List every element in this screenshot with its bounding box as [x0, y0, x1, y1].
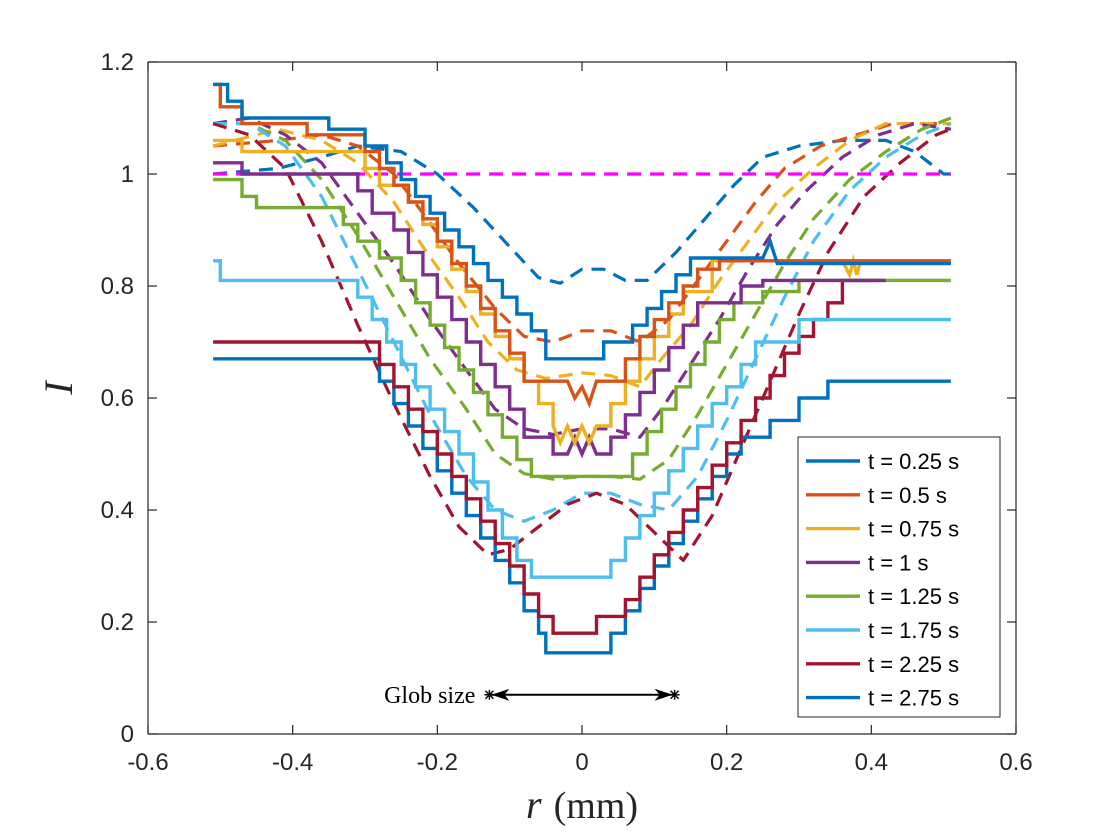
- glob-size-marker-stroke-3: [484, 690, 494, 700]
- axes-layer: -0.6 -0.4 -0.2 0 0.2 0.4 0.6 0 0.2 0.4 0.6 0.8 1 1.2: [101, 49, 1033, 776]
- y-tick-label-5: 1: [121, 161, 134, 188]
- x-axis-title: r (mm): [526, 782, 638, 827]
- y-tick-label-0: 0: [121, 721, 134, 748]
- x-tick-label-6: 0.6: [999, 749, 1032, 776]
- glob-size-label: Glob size: [384, 683, 475, 709]
- series-solid-line-7: [213, 278, 879, 635]
- legend-label-2: t = 0.5 s: [868, 483, 947, 508]
- legend-box: [797, 436, 1001, 718]
- x-tick-label-1: -0.4: [272, 749, 313, 776]
- glob-size-marker-stroke-3: [670, 690, 680, 700]
- legend-label-1: t = 0.25 s: [868, 449, 959, 474]
- x-tick-label-2: -0.2: [417, 749, 458, 776]
- series-solid-line-5: [213, 177, 951, 479]
- series-solid-line-2: [213, 82, 951, 409]
- series-solid-line-4: [213, 161, 886, 459]
- y-tick-label-3: 0.6: [101, 385, 134, 412]
- legend-label-3: t = 0.75 s: [868, 517, 959, 542]
- glob-size-arrowhead-right: [654, 688, 673, 701]
- series-solid-line-6: [213, 259, 951, 579]
- series-solid-line-1: [213, 82, 951, 361]
- x-axis-unit: (mm): [554, 785, 638, 827]
- legend-label-8: t = 2.75 s: [868, 686, 959, 711]
- y-axis-title: I: [36, 380, 81, 396]
- series-dashed-line-1: [212, 138, 951, 285]
- y-tick-label-4: 0.8: [101, 273, 134, 300]
- y-tick-label-1: 0.2: [101, 609, 134, 636]
- series-dashed-line-3: [212, 122, 951, 389]
- x-tick-label-4: 0.2: [710, 749, 743, 776]
- y-tick-label-2: 0.4: [101, 497, 134, 524]
- series-dashed-line-2: [212, 122, 951, 344]
- x-tick-label-5: 0.4: [855, 749, 888, 776]
- y-tick-label-6: 1.2: [101, 49, 134, 76]
- legend: t = 0.25 s t = 0.5 s t = 0.75 s t = 1 s t = …: [797, 436, 1001, 718]
- x-tick-label-3: 0: [575, 749, 588, 776]
- x-tick-label-0: -0.6: [127, 749, 168, 776]
- legend-label-5: t = 1.25 s: [868, 584, 959, 609]
- legend-label-7: t = 2.25 s: [868, 652, 959, 677]
- series-dashed-line-7: [212, 122, 952, 562]
- series-layer: [212, 82, 952, 655]
- legend-label-4: t = 1 s: [868, 550, 929, 575]
- glob-size-marker-right: [669, 689, 680, 700]
- glob-size-arrowhead-left: [491, 688, 510, 701]
- legend-label-6: t = 1.75 s: [868, 618, 959, 643]
- x-axis-label: r: [526, 782, 542, 827]
- glob-size-marker-left: [484, 689, 495, 700]
- series-solid-line-8: [213, 357, 951, 655]
- annotation-layer: Glob size: [384, 683, 680, 709]
